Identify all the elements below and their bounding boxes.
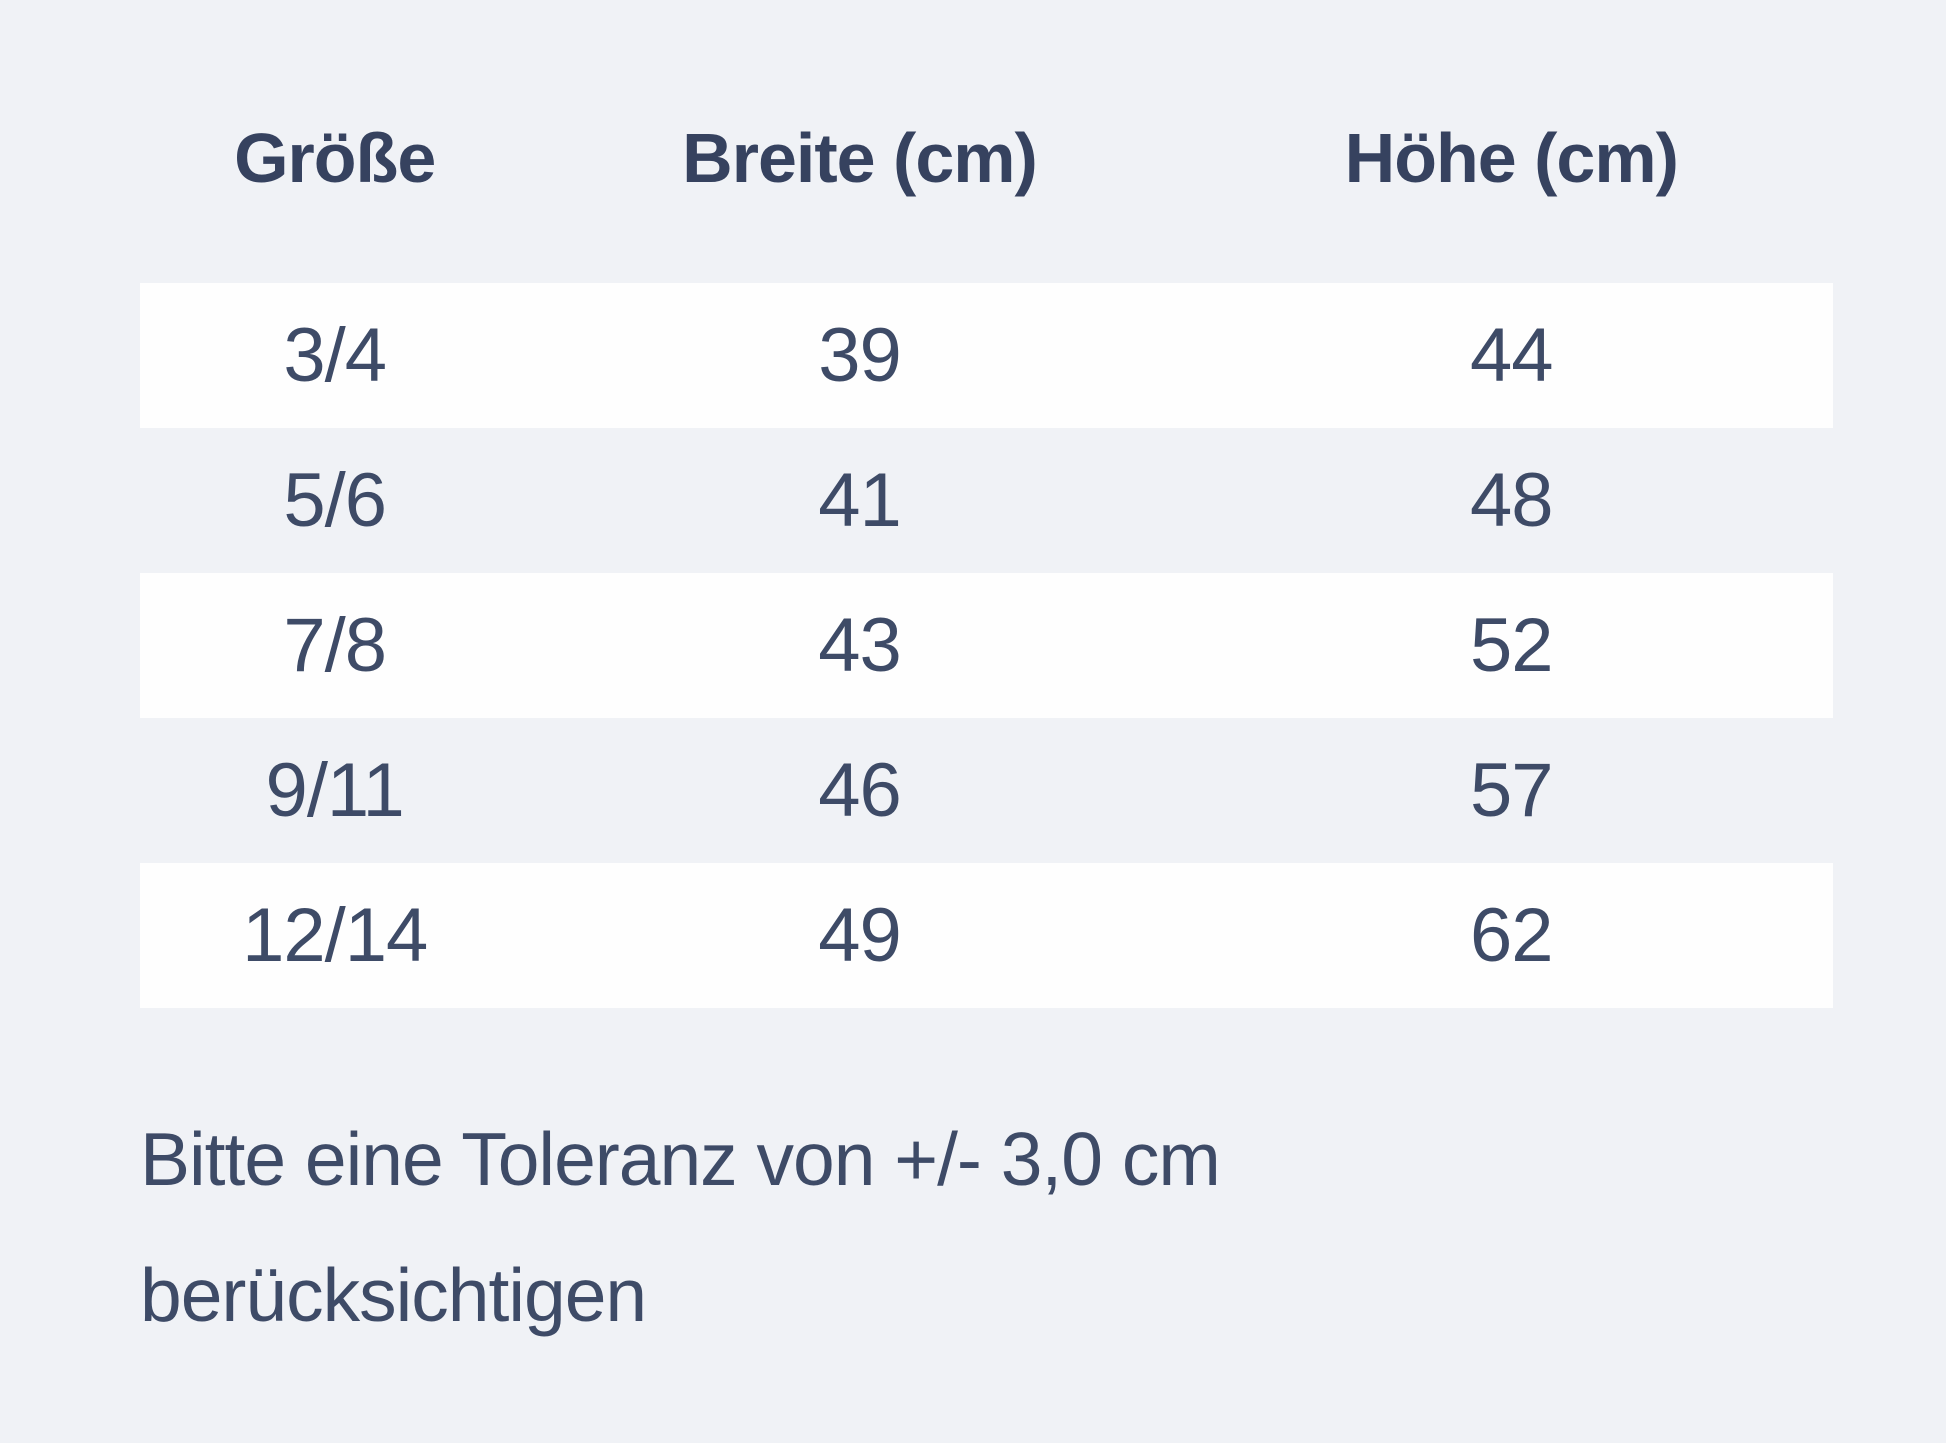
size-cell: 12/14 <box>242 893 428 978</box>
tolerance-note-line1: Bitte eine Toleranz von +/- 3,0 cm <box>140 1117 1221 1201</box>
table-row: 12/14 49 62 <box>140 863 1833 1008</box>
hoehe-cell: 48 <box>1470 458 1554 543</box>
breite-cell: 39 <box>818 313 902 398</box>
hoehe-cell: 44 <box>1470 313 1554 398</box>
breite-cell: 41 <box>818 458 902 543</box>
size-cell: 3/4 <box>283 313 387 398</box>
breite-cell: 49 <box>818 893 902 978</box>
hoehe-cell: 52 <box>1470 603 1554 688</box>
header-cell-hoehe: Höhe (cm) <box>1344 119 1679 197</box>
size-chart-table: Größe Breite (cm) Höhe (cm) 3/4 39 44 5/… <box>140 88 1833 1008</box>
header-cell-groesse: Größe <box>234 119 436 197</box>
hoehe-cell: 62 <box>1470 893 1554 978</box>
table-row: 7/8 43 52 <box>140 573 1833 718</box>
tolerance-note: Bitte eine Toleranz von +/- 3,0 cm berüc… <box>140 1091 1740 1363</box>
table-row: 9/11 46 57 <box>140 718 1833 863</box>
table-header-row: Größe Breite (cm) Höhe (cm) <box>140 88 1833 228</box>
breite-cell: 46 <box>818 748 902 833</box>
table-row: 5/6 41 48 <box>140 428 1833 573</box>
hoehe-cell: 57 <box>1470 748 1554 833</box>
header-cell-breite: Breite (cm) <box>682 119 1038 197</box>
breite-cell: 43 <box>818 603 902 688</box>
size-cell: 7/8 <box>283 603 387 688</box>
size-cell: 9/11 <box>265 748 405 833</box>
table-row: 3/4 39 44 <box>140 283 1833 428</box>
tolerance-note-line2: berücksichtigen <box>140 1253 647 1337</box>
size-cell: 5/6 <box>283 458 387 543</box>
